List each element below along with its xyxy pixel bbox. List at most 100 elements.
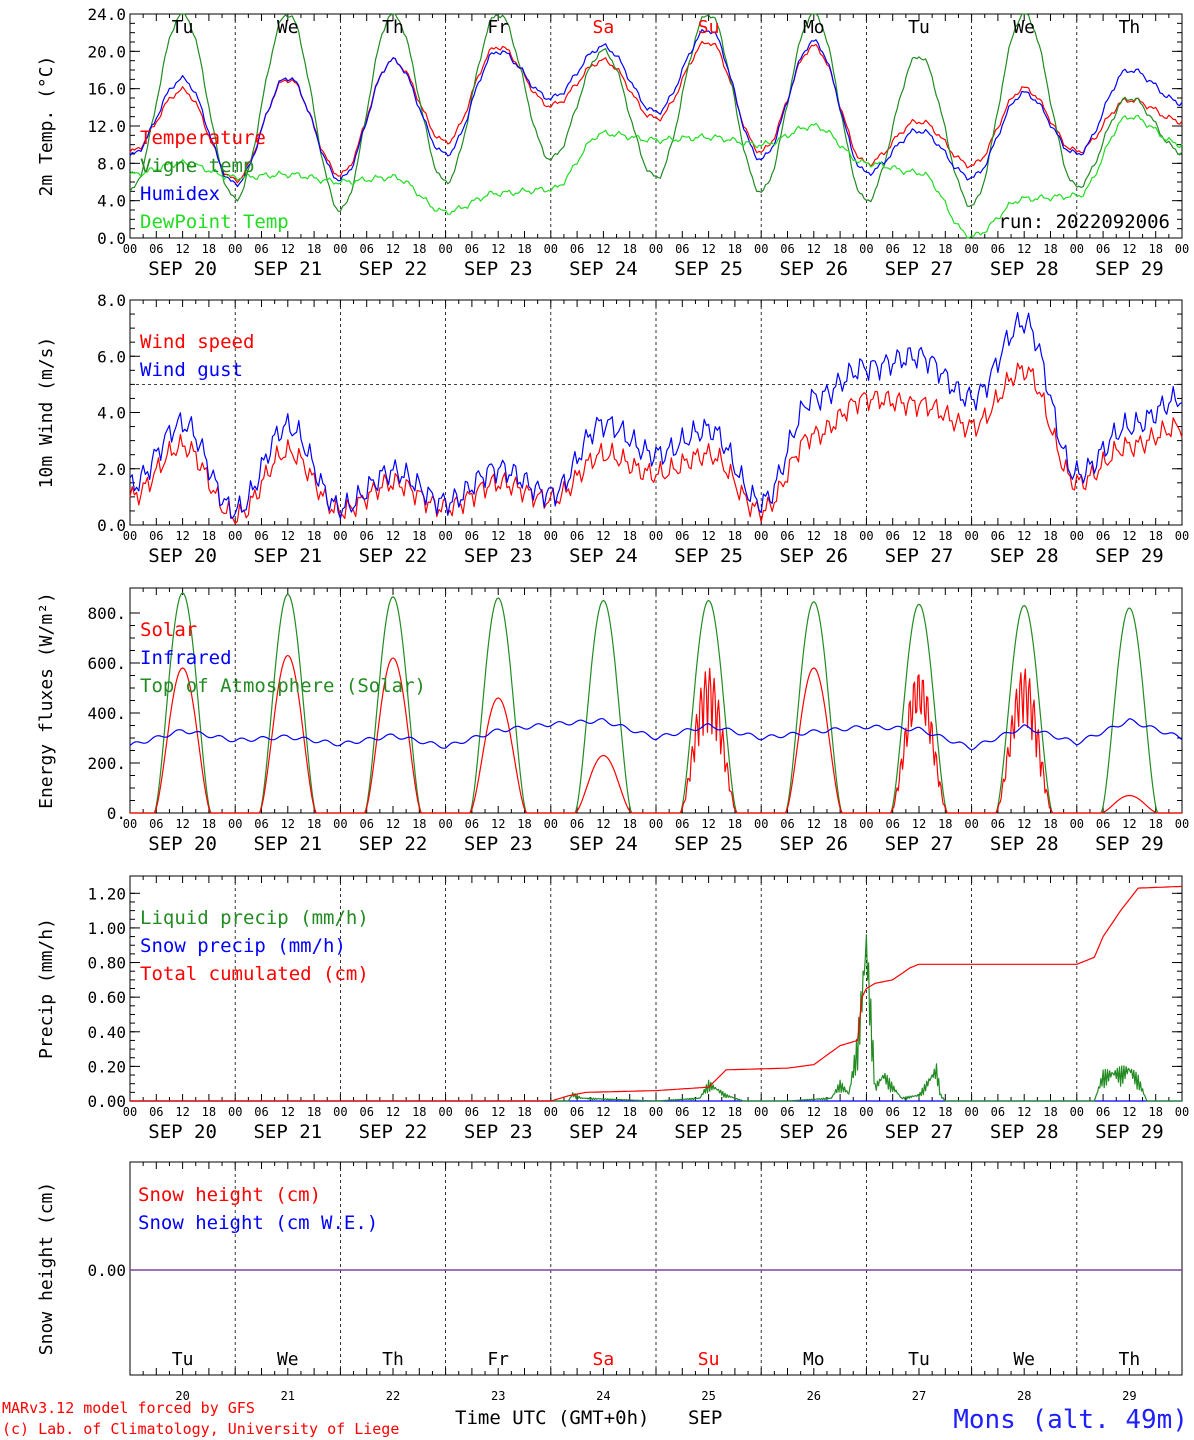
x-hour-label: 12	[386, 529, 400, 543]
y-tick-label: 0.0	[97, 229, 126, 248]
day-name: Th	[382, 17, 404, 38]
y-tick-label: 800.	[87, 604, 126, 623]
x-hour-label: 18	[1043, 242, 1057, 256]
x-hour-label: 12	[491, 242, 505, 256]
x-hour-label: 00	[754, 242, 768, 256]
x-axis-labels: 00 06 12 18 SEP 20 00 06 12 18 SEP 21 00 06 12 18 SEP …	[123, 1105, 1189, 1143]
x-hour-label: 18	[833, 1105, 847, 1119]
series-line	[129, 718, 1183, 751]
x-hour-label: 06	[359, 1105, 373, 1119]
x-hour-label: 00	[859, 529, 873, 543]
day-number: 20	[175, 1389, 189, 1403]
x-hour-label: 06	[465, 1105, 479, 1119]
y-axis-label: Precip (mm/h)	[36, 918, 57, 1059]
day-number: 27	[912, 1389, 926, 1403]
x-hour-label: 12	[281, 1105, 295, 1119]
y-tick-label: 4.0	[97, 404, 126, 423]
x-hour-label: 18	[833, 242, 847, 256]
x-date-label: SEP 24	[569, 258, 638, 280]
panel-4: Precip (mm/h) 0.00 0.20 0.40 0.60 0.80 1.00 1.2…	[36, 875, 1183, 1111]
x-date-label: SEP 23	[464, 1121, 533, 1143]
x-hour-label: 12	[1017, 817, 1031, 831]
x-hour-label: 00	[859, 242, 873, 256]
x-hour-label: 06	[1096, 1105, 1110, 1119]
x-hour-label: 06	[1096, 817, 1110, 831]
x-date-label: SEP 22	[359, 833, 428, 855]
day-name: We	[1013, 17, 1035, 38]
x-hour-label: 00	[544, 1105, 558, 1119]
x-date-label: SEP 21	[253, 833, 322, 855]
lab-credit: (c) Lab. of Climatology, University of L…	[2, 1420, 399, 1438]
legend-entry: Wind gust	[140, 359, 243, 381]
day-name: Su	[698, 1349, 720, 1370]
x-hour-label: 18	[833, 529, 847, 543]
x-hour-label: 12	[701, 817, 715, 831]
x-hour-label: 00	[1070, 529, 1084, 543]
x-date-label: SEP 24	[569, 545, 638, 567]
x-hour-label: 18	[517, 817, 531, 831]
x-hour-label: 00	[649, 529, 663, 543]
x-hour-label: 12	[596, 1105, 610, 1119]
x-hour-label: 12	[386, 1105, 400, 1119]
x-hour-label: 12	[912, 817, 926, 831]
y-axis-label: 2m Temp. (°C)	[36, 56, 57, 197]
x-hour-label: 00	[438, 242, 452, 256]
x-hour-label: 18	[517, 242, 531, 256]
x-hour-label: 12	[807, 817, 821, 831]
day-number: 28	[1017, 1389, 1031, 1403]
x-date-label: SEP 25	[674, 833, 743, 855]
y-tick-label: 24.0	[87, 5, 126, 24]
x-hour-label: 12	[1122, 817, 1136, 831]
x-axis-labels: 00 06 12 18 SEP 20 00 06 12 18 SEP 21 00 06 12 18 SEP …	[123, 529, 1189, 567]
x-date-label: SEP 23	[464, 833, 533, 855]
y-tick-label: 6.0	[97, 347, 126, 366]
x-hour-label: 00	[1070, 242, 1084, 256]
x-hour-label: 12	[701, 529, 715, 543]
x-hour-label: 06	[149, 1105, 163, 1119]
x-hour-label: 00	[438, 1105, 452, 1119]
x-hour-label: 00	[438, 817, 452, 831]
x-hour-label: 12	[175, 529, 189, 543]
x-hour-label: 06	[885, 817, 899, 831]
x-date-label: SEP 22	[359, 545, 428, 567]
y-tick-label: 200.	[87, 754, 126, 773]
x-date-label: SEP 25	[674, 1121, 743, 1143]
x-hour-label: 18	[728, 242, 742, 256]
legend-entry: Snow height (cm W.E.)	[138, 1212, 378, 1234]
y-tick-label: 20.0	[87, 42, 126, 61]
x-date-label: SEP 28	[990, 833, 1059, 855]
x-hour-label: 12	[912, 242, 926, 256]
legend-entry: Snow height (cm)	[138, 1184, 321, 1206]
x-hour-label: 12	[596, 817, 610, 831]
legend-entry: DewPoint Temp	[140, 211, 289, 233]
x-hour-label: 00	[228, 817, 242, 831]
x-hour-label: 00	[123, 529, 137, 543]
day-number: 23	[491, 1389, 505, 1403]
day-name: We	[277, 1349, 299, 1370]
day-number: 21	[281, 1389, 295, 1403]
y-axis-label: 10m Wind (m/s)	[36, 337, 57, 489]
x-hour-label: 00	[228, 1105, 242, 1119]
x-hour-label: 06	[991, 1105, 1005, 1119]
y-tick-label: 2.0	[97, 460, 126, 479]
x-hour-label: 06	[885, 529, 899, 543]
x-hour-label: 12	[1017, 242, 1031, 256]
x-hour-label: 12	[281, 242, 295, 256]
x-date-label: SEP 20	[148, 1121, 217, 1143]
day-number: 29	[1122, 1389, 1136, 1403]
day-number: 24	[596, 1389, 610, 1403]
x-hour-label: 12	[1017, 1105, 1031, 1119]
y-tick-label: 0.00	[87, 1261, 126, 1280]
day-name: Sa	[593, 1349, 615, 1370]
x-hour-label: 00	[544, 242, 558, 256]
x-hour-label: 06	[570, 817, 584, 831]
x-hour-label: 06	[465, 529, 479, 543]
x-hour-label: 00	[754, 817, 768, 831]
x-hour-label: 06	[254, 817, 268, 831]
x-hour-label: 12	[1122, 242, 1136, 256]
x-date-label: SEP 29	[1095, 1121, 1164, 1143]
panel-3: Energy fluxes (W/m²) 0. 200. 400. 600. 800. So…	[36, 587, 1183, 823]
legend-entry: Top of Atmosphere (Solar)	[140, 675, 426, 697]
x-hour-label: 00	[333, 817, 347, 831]
